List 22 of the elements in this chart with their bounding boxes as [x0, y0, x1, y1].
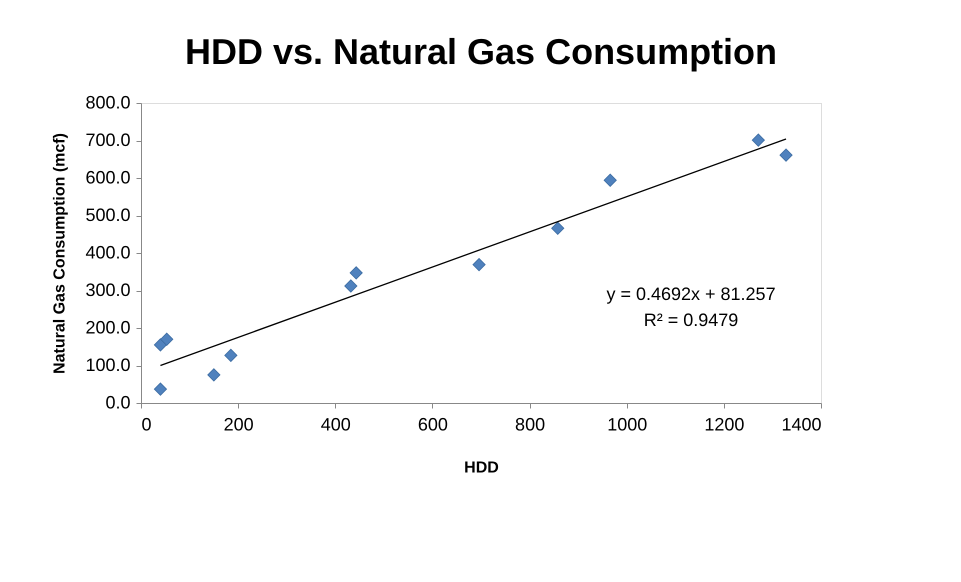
- chart-title: HDD vs. Natural Gas Consumption: [184, 31, 778, 72]
- x-axis-title: HDD: [464, 460, 499, 476]
- y-tick-label: 400.0: [85, 242, 130, 262]
- x-tick-label: 1200: [704, 414, 744, 434]
- y-tick-label: 100.0: [85, 355, 130, 375]
- annotation: y = 0.4692x + 81.257: [606, 284, 776, 304]
- x-tick-label: 800: [515, 414, 546, 434]
- y-axis-title: Natural Gas Consumption (mcf): [51, 133, 68, 374]
- y-tick-label: 300.0: [85, 280, 130, 300]
- annotation: R² = 0.9479: [644, 310, 738, 330]
- y-tick-label: 600.0: [85, 168, 130, 188]
- x-tick-label: 0: [142, 414, 152, 434]
- x-tick-label: 600: [418, 414, 448, 434]
- y-tick-label: 0.0: [105, 392, 130, 412]
- x-tick-label: 400: [320, 414, 351, 434]
- x-tick-label: 200: [224, 414, 254, 434]
- x-tick-label: 1400: [781, 414, 822, 434]
- y-tick-label: 200.0: [85, 318, 130, 338]
- y-tick-label: 800.0: [85, 92, 130, 112]
- y-tick-label: 700.0: [85, 130, 130, 150]
- x-tick-label: 1000: [607, 414, 648, 434]
- y-tick-label: 500.0: [85, 205, 130, 225]
